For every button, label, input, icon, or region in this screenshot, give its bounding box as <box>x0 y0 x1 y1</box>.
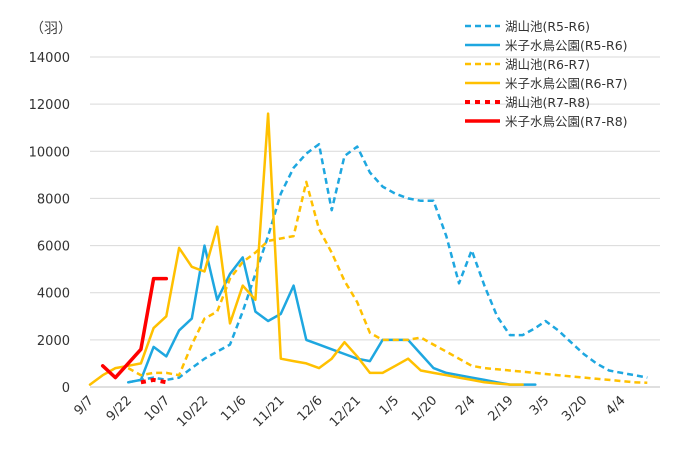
x-tick-label: 9/7 <box>71 393 96 418</box>
y-tick-label: 14000 <box>29 51 70 66</box>
legend-label: 湖山池(R6-R7) <box>505 57 590 72</box>
x-tick-label: 11/6 <box>218 393 249 424</box>
legend-label: 米子水鳥公園(R7-R8) <box>505 114 628 129</box>
legend: 湖山池(R5-R6) 米子水鳥公園(R5-R6) 湖山池(R6-R7) 米子水鳥公園(… <box>465 19 628 129</box>
y-tick-label: 2000 <box>37 334 70 349</box>
x-tick-label: 11/21 <box>251 393 288 430</box>
x-tick-label: 3/20 <box>559 393 590 424</box>
x-tick-label: 1/5 <box>377 393 402 418</box>
x-tick-label: 9/22 <box>104 393 135 424</box>
series-line-5 <box>100 276 169 380</box>
legend-label: 湖山池(R7-R8) <box>505 95 590 110</box>
y-axis-unit-label: （羽） <box>30 21 72 37</box>
y-tick-label: 10000 <box>29 145 70 160</box>
x-tick-label: 12/6 <box>295 393 326 424</box>
x-tick-label: 2/19 <box>485 393 516 424</box>
series-line-1 <box>126 244 537 386</box>
y-gridlines <box>90 56 660 341</box>
series-line-2 <box>127 180 648 385</box>
x-tick-label: 4/4 <box>603 393 628 418</box>
y-tick-label: 6000 <box>37 240 70 255</box>
series-line-4 <box>140 377 167 385</box>
x-tick-label: 2/4 <box>453 393 478 418</box>
x-tick-label: 10/7 <box>142 393 173 424</box>
series-line-0 <box>127 142 648 384</box>
x-tick-label: 3/5 <box>527 393 552 418</box>
y-tick-label: 12000 <box>29 98 70 113</box>
x-tick-label: 1/20 <box>409 393 440 424</box>
y-axis-tick-labels: 0 2000 4000 6000 8000 10000 12000 14000 <box>29 51 70 396</box>
legend-label: 湖山池(R5-R6) <box>505 19 590 34</box>
y-tick-label: 8000 <box>37 192 70 207</box>
x-tick-label: 10/22 <box>174 393 211 430</box>
series-line-3 <box>88 112 524 386</box>
legend-label: 米子水鳥公園(R6-R7) <box>505 76 628 91</box>
legend-label: 米子水鳥公園(R5-R6) <box>505 38 628 53</box>
x-tick-label: 12/21 <box>327 393 364 430</box>
x-axis-tick-labels: 9/7 9/22 10/7 10/22 11/6 11/21 12/6 12/21 1/5 1/2… <box>71 393 628 430</box>
y-tick-label: 0 <box>62 381 70 396</box>
y-tick-label: 4000 <box>37 287 70 302</box>
series-lines <box>88 112 648 386</box>
